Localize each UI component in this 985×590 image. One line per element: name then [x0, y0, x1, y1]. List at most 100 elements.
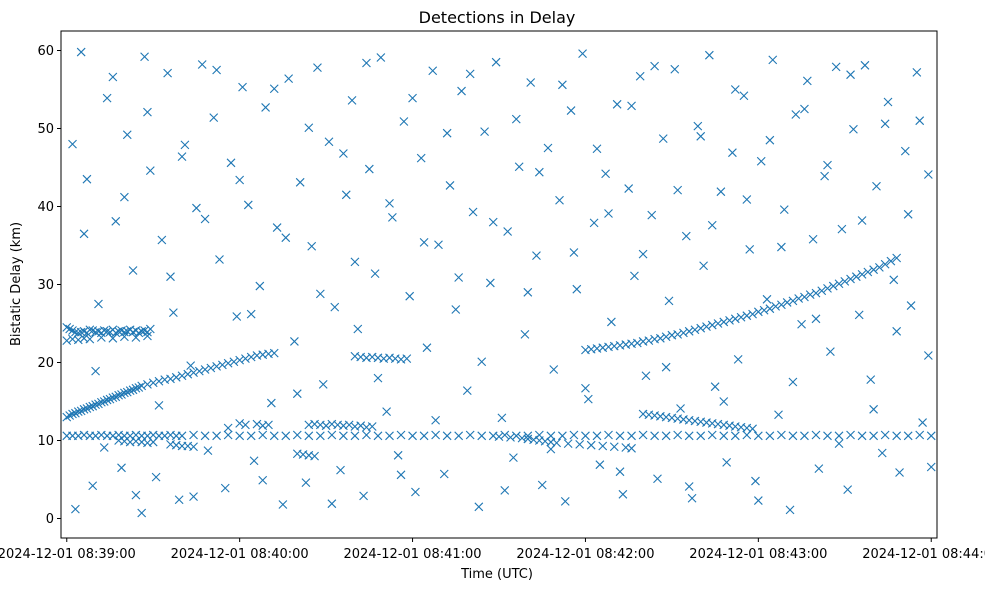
data-point	[681, 231, 691, 241]
data-point	[117, 390, 126, 399]
data-point	[892, 253, 902, 263]
x-axis: 2024-12-01 08:39:00 2024-12-01 08:40:00 20…	[0, 538, 985, 562]
data-point	[131, 333, 141, 342]
data-point	[350, 257, 360, 267]
data-point	[880, 430, 890, 440]
data-point	[696, 131, 706, 141]
data-point	[866, 375, 876, 385]
data-point	[235, 175, 245, 185]
data-point	[457, 86, 466, 96]
data-point	[532, 251, 541, 261]
data-point	[249, 456, 259, 466]
data-point	[327, 430, 337, 440]
data-point	[255, 281, 265, 291]
data-point	[523, 287, 533, 297]
data-point	[324, 137, 334, 147]
data-point	[555, 195, 564, 205]
data-point	[411, 487, 420, 497]
data-point	[143, 107, 152, 117]
data-point	[91, 400, 100, 410]
data-point	[203, 446, 213, 456]
data-point	[800, 292, 809, 302]
data-point	[419, 431, 429, 441]
data-point	[880, 259, 890, 269]
data-point	[143, 379, 152, 389]
data-point	[451, 305, 461, 314]
data-point	[154, 401, 164, 410]
data-point	[339, 149, 348, 158]
x-tick-label: 2024-12-01 08:42:00	[516, 547, 654, 562]
data-point	[923, 351, 933, 360]
data-point	[341, 190, 351, 200]
data-point	[857, 269, 867, 279]
data-point	[192, 203, 201, 213]
data-point	[111, 216, 121, 226]
data-point	[627, 443, 636, 453]
data-point	[454, 431, 464, 441]
data-point	[402, 354, 412, 363]
data-point	[269, 431, 279, 441]
data-point	[431, 415, 440, 425]
data-point	[615, 467, 625, 477]
data-point	[526, 78, 536, 87]
data-point	[869, 431, 878, 441]
data-point	[229, 357, 239, 367]
data-point	[851, 272, 861, 282]
data-point	[387, 213, 397, 222]
data-point	[889, 275, 899, 285]
data-point	[174, 495, 184, 505]
data-point	[327, 499, 337, 509]
data-point	[180, 140, 190, 150]
data-point	[131, 490, 141, 500]
data-point	[76, 47, 86, 57]
data-point	[79, 326, 89, 336]
data-point	[108, 333, 118, 343]
data-point	[730, 314, 740, 324]
data-point	[684, 482, 694, 491]
data-point	[566, 106, 576, 115]
data-point	[166, 374, 175, 384]
data-point	[241, 420, 250, 430]
data-point	[428, 66, 438, 76]
data-point	[362, 58, 371, 68]
data-point	[120, 192, 129, 202]
data-point	[581, 431, 590, 441]
y-tick-label: 20	[37, 356, 54, 371]
data-point	[800, 431, 809, 441]
data-point	[373, 431, 383, 441]
data-point	[638, 430, 648, 440]
data-point	[120, 388, 129, 398]
data-point	[811, 430, 821, 440]
data-point	[926, 431, 936, 441]
data-point	[572, 284, 582, 294]
data-point	[189, 442, 198, 452]
data-point	[563, 439, 573, 449]
data-point	[304, 431, 314, 441]
data-point	[128, 385, 138, 395]
data-point	[653, 474, 662, 484]
data-point	[134, 383, 144, 392]
data-point	[76, 406, 86, 416]
data-point	[846, 430, 855, 440]
data-point	[756, 156, 766, 166]
data-point	[171, 372, 181, 382]
data-point	[880, 119, 890, 129]
data-point	[906, 301, 916, 310]
data-point	[339, 431, 348, 441]
data-point	[903, 431, 913, 441]
data-point	[99, 326, 109, 335]
data-point	[111, 328, 121, 338]
data-point	[679, 328, 688, 338]
data-point	[716, 187, 726, 197]
data-point	[918, 418, 927, 427]
data-point	[258, 430, 268, 440]
data-point	[85, 334, 95, 344]
data-point	[696, 431, 706, 441]
data-point	[840, 276, 850, 286]
data-point	[500, 486, 510, 495]
y-tick-label: 30	[37, 278, 54, 293]
data-point	[154, 376, 164, 386]
data-point	[736, 312, 746, 322]
data-point	[926, 462, 936, 472]
data-point	[137, 508, 147, 518]
